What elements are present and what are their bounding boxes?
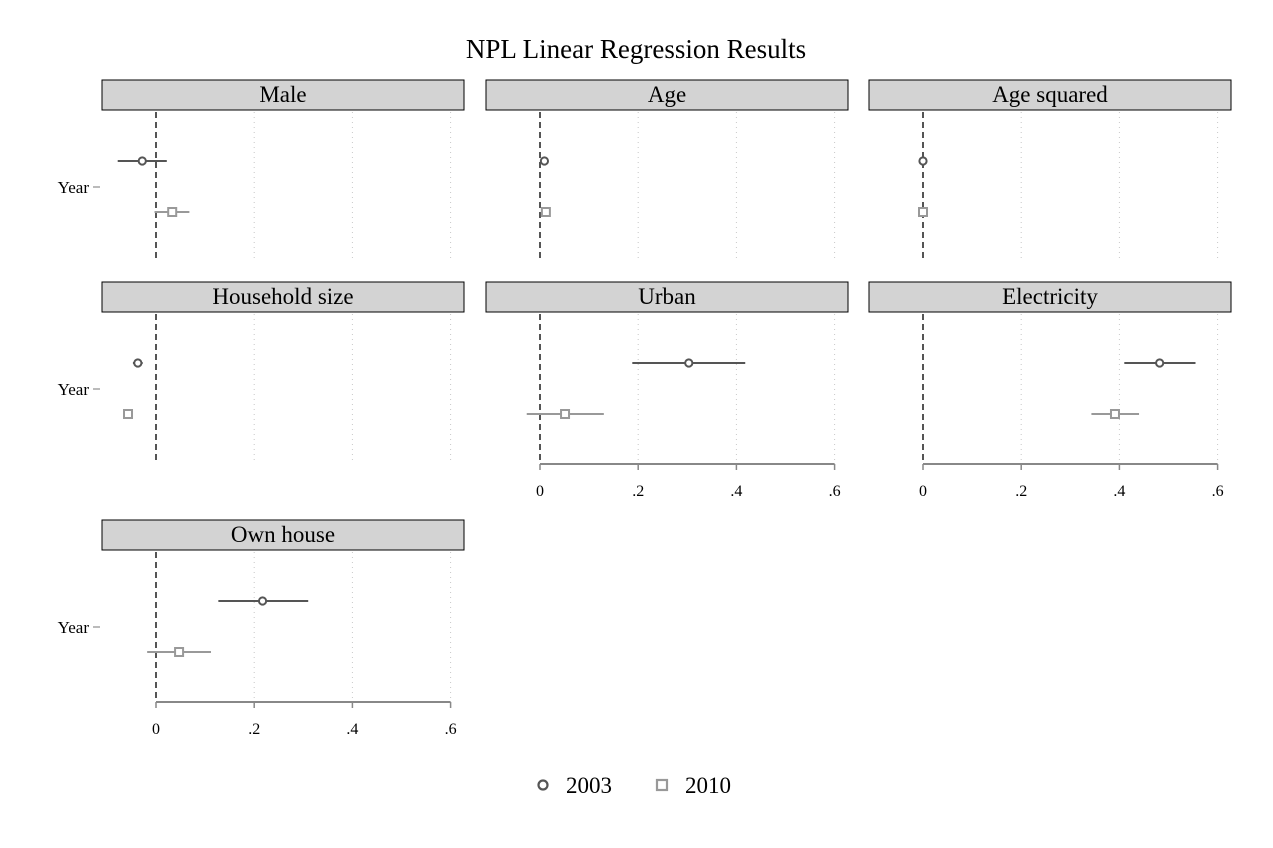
legend-marker-square [655,778,669,792]
point-2003 [1155,358,1165,368]
panel-label: Household size [212,284,353,309]
x-tick-label: .6 [445,721,457,738]
x-tick-label: 0 [152,721,160,738]
x-tick-label: .4 [1113,483,1125,500]
x-tick-label: .4 [730,483,742,500]
x-tick-label: .2 [248,721,260,738]
panel-strip [101,519,465,551]
point-2010 [540,207,551,217]
panel-male: Male Year [58,79,465,262]
panel-label: Age squared [992,82,1108,107]
panel-label: Own house [231,522,335,547]
x-tick-label: .6 [1212,483,1224,500]
x-tick-label: .2 [632,483,644,500]
point-2010 [560,409,571,419]
panel-label: Age [648,82,686,107]
x-tick-label: .4 [346,721,358,738]
panel-electricity: Electricity 0 .2 .4 .6 [868,281,1232,500]
legend-label: 2010 [685,773,731,798]
panel-strip [485,79,849,111]
legend-marker-circle [537,779,549,791]
panel-strip [868,281,1232,313]
x-tick-label: 0 [919,483,927,500]
x-tick-label: .2 [1015,483,1027,500]
point-2010 [918,207,928,217]
panel-label: Urban [638,284,696,309]
panel-urban: Urban 0 .2 .4 .6 [485,281,849,500]
panel-household-size: Household size Year [58,281,465,464]
legend-item-2003: 2003 [537,773,612,798]
x-tick-label: .6 [829,483,841,500]
y-label: Year [58,380,90,399]
y-label: Year [58,618,90,637]
point-2010 [167,207,178,217]
point-2003 [257,596,268,606]
point-2010 [123,409,134,419]
legend-label: 2003 [566,773,612,798]
panel-label: Male [259,82,306,107]
y-label: Year [58,178,90,197]
panel-label: Electricity [1002,284,1098,309]
panels: Male Year Age Age squared Household size Year… [58,79,1232,738]
panel-strip [485,281,849,313]
point-2003 [539,156,550,166]
panel-own-house: Own house Year 0 .2 .4 .6 [58,519,465,738]
panel-strip [101,79,465,111]
point-2003 [133,358,143,368]
chart-title: NPL Linear Regression Results [466,34,806,64]
point-2010 [1109,409,1120,419]
panel-age-squared: Age squared [868,79,1232,262]
panel-strip [868,79,1232,111]
legend: 2003 2010 [537,773,731,798]
legend-item-2010: 2010 [655,773,731,798]
panel-strip [101,281,465,313]
x-tick-label: 0 [536,483,544,500]
panel-age: Age [485,79,849,262]
point-2003 [918,156,928,166]
point-2003 [137,156,147,166]
point-2003 [684,358,694,368]
point-2010 [174,647,185,657]
